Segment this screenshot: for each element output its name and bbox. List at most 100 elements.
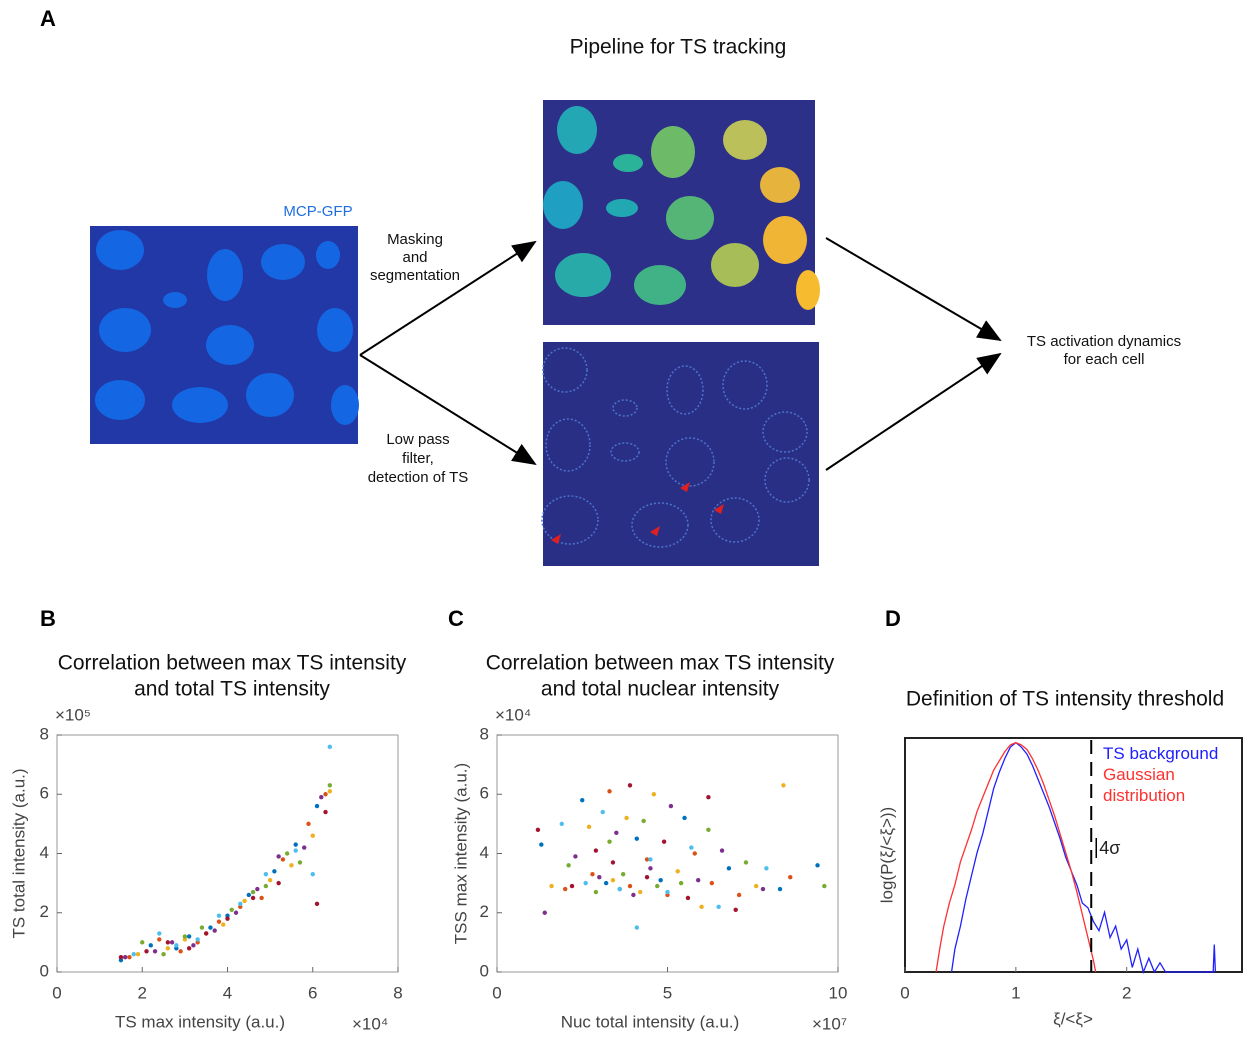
scatter-point — [566, 863, 571, 868]
scatter-point — [280, 857, 286, 862]
scatter-point — [272, 869, 277, 874]
y-tick-label: 0 — [40, 961, 49, 980]
scatter-point — [753, 883, 759, 889]
x-axis-label: ξ/<ξ> — [1053, 1009, 1093, 1028]
scatter-point — [764, 866, 769, 871]
x-multiplier: ×10⁴ — [352, 1014, 388, 1033]
scatter-point — [631, 892, 636, 898]
scatter-point — [250, 895, 256, 901]
step-text: Low pass — [386, 431, 449, 448]
scatter-point — [692, 851, 697, 856]
scatter-point — [607, 839, 612, 844]
scatter-point — [310, 872, 315, 877]
scatter-point — [212, 928, 217, 933]
filtered-image — [541, 342, 819, 566]
scatter-point — [123, 954, 128, 960]
step-text: detection of TS — [368, 469, 469, 486]
pipeline-arrows — [359, 237, 1002, 471]
scatter-point — [323, 809, 328, 815]
scatter-point — [229, 907, 234, 912]
raw-image — [90, 226, 359, 444]
scatter-point — [781, 783, 786, 788]
scatter-point — [788, 875, 793, 880]
scatter-point — [161, 952, 166, 957]
scatter-point — [709, 880, 715, 886]
scatter-point — [760, 886, 766, 892]
y-tick-label: 0 — [480, 961, 489, 980]
scatter-point — [152, 949, 158, 954]
scatter-point — [178, 949, 183, 954]
legend: TS background Gaussian distribution — [1103, 743, 1233, 806]
scatter-point — [267, 877, 273, 883]
y-tick-label: 2 — [40, 902, 49, 921]
scatter-point — [293, 842, 298, 847]
scatter-point — [199, 925, 205, 930]
x-multiplier: ×10⁷ — [812, 1014, 847, 1033]
legend-entry: Gaussian distribution — [1103, 765, 1186, 805]
scatter-point — [549, 883, 554, 889]
scatter-point — [310, 833, 315, 838]
scatter-point — [689, 845, 694, 850]
scatter-point — [661, 839, 667, 844]
scatter-point — [216, 913, 222, 918]
scatter-point — [191, 943, 196, 948]
scatter-point — [706, 827, 711, 832]
scatter-point — [289, 863, 294, 868]
chart-title: Definition of TS intensity threshold — [906, 688, 1224, 711]
scatter-point — [569, 883, 575, 889]
plot-frame — [56, 734, 399, 973]
scatter-point — [610, 877, 616, 883]
x-tick-label: 1 — [1011, 983, 1020, 1002]
scatter-point — [590, 872, 595, 877]
x-axis-label: TS max intensity (a.u.) — [115, 1012, 285, 1031]
x-tick-label: 2 — [138, 983, 147, 1002]
scatter-point — [314, 901, 320, 907]
step-text: Masking — [387, 231, 443, 248]
scatter-point — [319, 795, 324, 800]
scatter-point — [665, 889, 670, 895]
scatter-point — [157, 931, 162, 936]
scatter-point — [597, 875, 602, 880]
scatter-point — [174, 943, 179, 948]
scatter-point — [634, 925, 640, 930]
x-tick-label: 0 — [492, 983, 501, 1002]
scatter-point — [627, 783, 633, 788]
segmented-image — [543, 100, 820, 325]
step-text: and — [402, 249, 427, 266]
scatter-point — [733, 907, 738, 912]
scatter-point — [655, 883, 660, 889]
scatter-point — [583, 880, 588, 886]
scatter-point — [135, 952, 141, 957]
scatter-point — [777, 886, 783, 892]
scatter-point — [165, 946, 171, 951]
y-axis-label: log(P(ξ/<ξ>)) — [877, 807, 896, 903]
scatter-point — [627, 883, 633, 889]
plot-frame — [496, 734, 839, 973]
scatter-point — [203, 931, 209, 936]
step-text: segmentation — [370, 267, 460, 284]
scatter-point — [238, 901, 243, 907]
scatter-point — [593, 848, 599, 853]
scatter-point — [148, 943, 153, 948]
scatter-point — [685, 895, 691, 901]
scatter-point — [563, 886, 568, 892]
scatter-point — [242, 898, 247, 904]
panel-label: C — [448, 606, 464, 631]
scatter-point — [131, 952, 136, 957]
y-tick-label: 2 — [480, 902, 489, 921]
scatter-point — [327, 744, 332, 750]
scatter-point — [263, 883, 269, 889]
scatter-point — [225, 916, 230, 921]
scatter-point — [216, 919, 222, 924]
scatter-point — [539, 842, 544, 847]
output-text: TS activation dynamics — [1027, 333, 1181, 350]
scatter-point — [293, 848, 298, 853]
scatter-point — [140, 940, 145, 945]
scatter-point — [648, 866, 653, 871]
scatter-point — [706, 795, 711, 800]
x-tick-label: 10 — [829, 983, 848, 1002]
y-tick-label: 8 — [40, 724, 49, 743]
scatter-point — [144, 949, 149, 954]
